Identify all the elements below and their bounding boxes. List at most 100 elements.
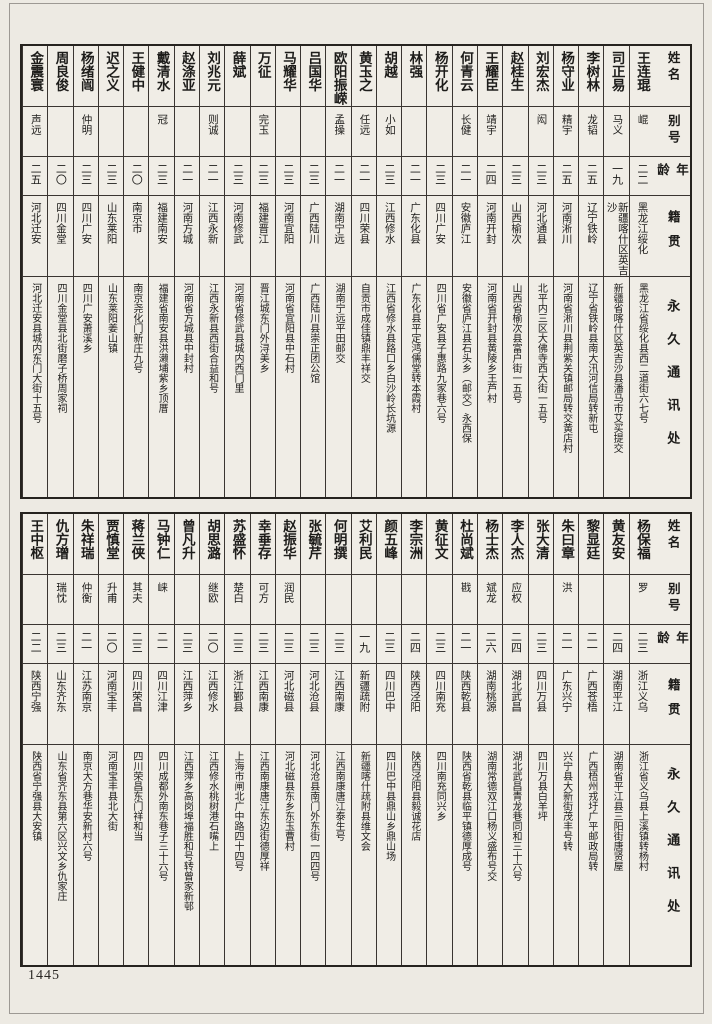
native-cell: 河南方城 <box>174 196 199 278</box>
address-cell-text: 江西南康唐江东边街德厚祥 <box>257 751 269 872</box>
native-cell: 湖南宁远 <box>326 196 351 278</box>
alias-cell <box>402 575 427 626</box>
age-cell: 一九 <box>351 625 376 664</box>
native-cell-text: 四川荣县 <box>358 201 370 244</box>
address-cell-text: 河南省修武县城内西门里 <box>231 283 243 394</box>
native-cell-text: 四川广安 <box>434 201 446 244</box>
native-cell: 四川万县 <box>528 664 553 746</box>
native-cell: 新疆喀什区英吉沙 <box>604 196 629 278</box>
alias-cell: 完玉 <box>250 107 275 158</box>
age-cell-text: 二三 <box>104 163 117 186</box>
person-column: 赵涤亚 二一 河南方城 河南省方城县中封村 <box>173 46 199 497</box>
alias-cell: 其夫 <box>124 575 149 626</box>
alias-cell: 应权 <box>503 575 528 626</box>
age-cell: 二三 <box>124 625 149 664</box>
name-cell: 杨守业 <box>553 46 579 108</box>
alias-cell-text: 靖宇 <box>484 114 496 136</box>
address-cell: 河南宝丰县北大街 <box>99 745 123 965</box>
alias-cell: 马义 <box>604 107 629 158</box>
person-column: 曾凡升 二三 江西萍乡 江西萍乡高岗埠福胜和号转曾家新邨 <box>173 514 199 965</box>
alias-cell-text: 冠 <box>156 114 168 125</box>
age-cell-text: 二一 <box>357 163 370 186</box>
native-cell-text: 湖南宁远 <box>333 201 345 244</box>
native-cell: 河南修武 <box>225 196 250 278</box>
name-cell-text: 司正易 <box>609 51 625 92</box>
address-cell-text: 河北磁县东乡东玉曹村 <box>282 751 294 852</box>
alias-cell-text: 仲衡 <box>80 582 92 604</box>
alias-cell <box>275 107 301 158</box>
alias-cell <box>22 575 48 626</box>
name-cell: 马钟仁 <box>149 514 174 576</box>
age-cell: 二四 <box>604 625 629 664</box>
name-cell-text: 苏盛怀 <box>230 519 246 560</box>
address-cell-text: 浙江省义乌县上溪镇转杨村 <box>636 751 648 872</box>
name-cell-text: 杨绪闿 <box>78 51 94 92</box>
alias-cell-text: 完玉 <box>257 114 269 136</box>
native-cell-text: 浙江义乌 <box>636 669 648 712</box>
native-cell: 辽宁铁岭 <box>579 196 604 278</box>
name-cell-text: 王连琨 <box>634 51 650 92</box>
address-cell-text: 新疆省喀什区英吉沙县潘马市艾买提交 <box>611 283 623 454</box>
address-cell-text: 山东省齐东县第六区兴文乡仇家庄 <box>54 751 66 902</box>
address-cell-text: 兴宁县大新街茂丰号转 <box>560 751 572 852</box>
person-column: 李宗洲 二四 陕西泾阳 陕西泾阳县毅诚花店 <box>401 514 427 965</box>
native-cell: 四川江津 <box>149 664 174 746</box>
age-cell-text: 二一 <box>332 163 345 186</box>
age-cell: 二五 <box>579 157 604 196</box>
native-cell: 安徽庐江 <box>452 196 478 278</box>
age-cell: 二五 <box>22 157 48 196</box>
name-cell: 杜尚斌 <box>452 514 478 576</box>
native-cell-text: 四川广安 <box>80 201 92 244</box>
person-column: 杨守业 精宇 二五 河南淅川 河南省淅川县荆紫关镇邮局转交黄店村 <box>552 46 579 497</box>
name-cell-text: 仇方璔 <box>53 519 69 560</box>
address-cell: 四川巴中县鼎山乡鼎山场 <box>377 745 401 965</box>
address-cell: 新疆喀什疏附县维文会 <box>352 745 376 965</box>
address-cell-text: 新疆喀什疏附县维文会 <box>358 751 370 852</box>
age-cell-text: 二三 <box>130 631 143 654</box>
name-cell: 王中枢 <box>22 514 48 576</box>
address-cell-text: 湖南常德双江口杨义盛布号交 <box>484 751 496 882</box>
person-column: 杨士杰 斌龙 二六 湖南桃源 湖南常德双江口杨义盛布号交 <box>477 514 503 965</box>
age-cell-text: 二一 <box>560 631 573 654</box>
alias-cell <box>604 575 629 626</box>
name-cell-text: 李宗洲 <box>407 519 423 560</box>
age-cell-text: 二三 <box>534 163 547 186</box>
age-cell: 二三 <box>376 625 402 664</box>
address-cell: 广东化县平定鸿儒堂转本霞村 <box>402 277 426 497</box>
native-cell: 黑龙江绥化 <box>629 196 654 278</box>
age-cell: 二〇 <box>124 157 149 196</box>
age-cell: 二二 <box>629 157 654 196</box>
native-cell-text: 广西陆川 <box>307 201 319 244</box>
age-cell: 二三 <box>250 157 275 196</box>
age-cell-text: 二四 <box>509 631 522 654</box>
alias-cell <box>427 575 452 626</box>
name-cell: 王健中 <box>124 46 149 108</box>
native-cell: 山西榆次 <box>503 196 528 278</box>
alias-cell: 任远 <box>351 107 376 158</box>
address-cell-text: 四川省广安县子惠路九家巷六号 <box>434 283 446 424</box>
alias-cell: 润民 <box>275 575 301 626</box>
native-cell-text: 河北迁安 <box>29 201 41 244</box>
age-cell-text: 二一 <box>458 163 471 186</box>
age-cell-text: 二二 <box>635 163 648 186</box>
address-cell: 河南省修武县城内西门里 <box>225 277 249 497</box>
alias-cell-text: 马义 <box>611 114 623 136</box>
address-cell-text: 湖南省平江县三阳街唐贤屋 <box>611 751 623 872</box>
name-cell-text: 林强 <box>407 51 423 78</box>
name-cell: 黎显廷 <box>579 514 604 576</box>
name-cell-text: 黎显廷 <box>584 519 600 560</box>
address-cell: 自贡市成佳镇鼎丰祥交 <box>352 277 376 497</box>
person-column: 黄征文 二三 四川南充 四川南充同兴乡 <box>426 514 452 965</box>
age-cell: 二三 <box>528 157 553 196</box>
address-cell: 四川省广安县子惠路九家巷六号 <box>427 277 451 497</box>
name-cell-text: 何青云 <box>457 51 473 92</box>
native-cell: 广西苍梧 <box>579 664 604 746</box>
alias-cell: 斌龙 <box>478 575 503 626</box>
address-cell: 北平内三区大佛寺西大街一五号 <box>529 277 553 497</box>
name-cell-text: 赵桂生 <box>508 51 524 92</box>
native-cell: 湖南平江 <box>604 664 629 746</box>
name-cell: 赵涤亚 <box>174 46 199 108</box>
age-cell: 二三 <box>73 157 98 196</box>
address-cell-text: 南京尧化门新庄九号 <box>130 283 142 374</box>
